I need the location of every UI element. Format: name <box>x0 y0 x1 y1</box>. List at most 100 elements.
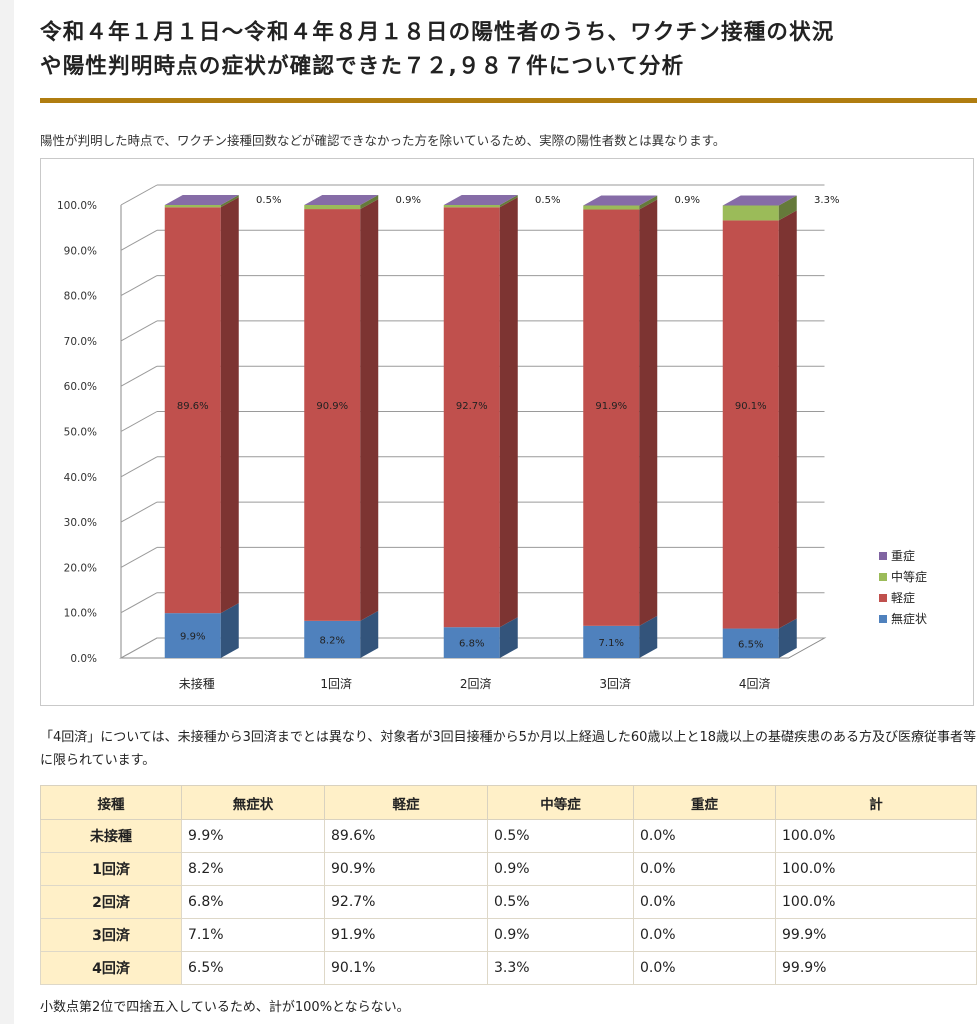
data-label-moderate: 0.5% <box>256 195 281 206</box>
data-label-asymptomatic: 6.8% <box>459 639 484 650</box>
table-header-cell: 中等症 <box>487 785 634 820</box>
bar-segment-front <box>583 209 640 626</box>
table-cell: 7.1% <box>181 918 325 952</box>
table-row: 4回済 6.5% 90.1% 3.3% 0.0% 99.9% <box>40 951 977 985</box>
y-tick-label: 0.0% <box>70 653 97 665</box>
bar-segment-front <box>164 207 221 614</box>
page-title-line-1: 令和４年１月１日～令和４年８月１８日の陽性者のうち、ワクチン接種の状況 <box>40 20 835 45</box>
table-row: 未接種 9.9% 89.6% 0.5% 0.0% 100.0% <box>40 819 977 853</box>
data-label-asymptomatic: 7.1% <box>599 638 624 649</box>
data-label-mild: 90.9% <box>316 401 348 412</box>
row-header: 未接種 <box>40 819 182 853</box>
bar-segment-side <box>639 199 658 626</box>
chart-legend: 重症中等症軽症無症状 <box>879 545 927 629</box>
bar-segment-front <box>164 613 221 658</box>
bar-segment-front <box>443 207 500 628</box>
table-cell: 89.6% <box>324 819 488 853</box>
table-cell: 99.9% <box>775 951 977 985</box>
data-label-asymptomatic: 8.2% <box>320 635 345 646</box>
gridline-diagonal <box>120 456 158 478</box>
page-title-line-2: や陽性判明時点の症状が確認できた７２,９８７件について分析 <box>40 54 685 79</box>
legend-swatch <box>879 593 887 602</box>
x-category-label: 1回済 <box>320 676 352 691</box>
gridline-diagonal <box>120 184 158 206</box>
table-header-row: 接種 無症状 軽症 中等症 重症 計 <box>40 785 977 820</box>
y-tick-label: 20.0% <box>64 562 97 574</box>
table-cell: 0.9% <box>487 852 634 886</box>
bar-segment-side <box>360 610 379 658</box>
title-underline <box>40 98 977 103</box>
bar-top-cap <box>164 195 239 205</box>
bar-segment-front <box>443 205 500 208</box>
gridline-diagonal <box>120 637 158 659</box>
legend-label: 軽症 <box>891 591 916 605</box>
bar-top-cap <box>443 195 518 205</box>
legend-item: 中等症 <box>879 566 927 587</box>
data-label-asymptomatic: 6.5% <box>738 639 763 650</box>
table-row: 1回済 8.2% 90.9% 0.9% 0.0% 100.0% <box>40 852 977 886</box>
table-cell: 90.1% <box>324 951 488 985</box>
table-cell: 100.0% <box>775 819 977 853</box>
data-label-mild: 90.1% <box>735 401 767 412</box>
legend-label: 無症状 <box>891 612 928 626</box>
table-header-cell: 軽症 <box>324 785 488 820</box>
x-category-label: 3回済 <box>599 676 631 691</box>
y-tick-label: 90.0% <box>64 245 97 257</box>
data-label-moderate: 0.9% <box>675 195 700 206</box>
legend-item: 重症 <box>879 545 927 566</box>
rounding-footnote: 小数点第2位で四捨五入しているため、計が100%とならない。 <box>40 1000 410 1015</box>
bar-segment-front <box>722 205 779 221</box>
fourth-dose-note: 「4回済」については、未接種から3回済までとは異なり、対象者が3回目接種から5か… <box>40 730 976 768</box>
table-cell: 100.0% <box>775 885 977 919</box>
data-label-moderate: 0.9% <box>396 195 421 206</box>
table-cell: 0.9% <box>487 918 634 952</box>
row-header: 2回済 <box>40 885 182 919</box>
bar-segment-front <box>722 628 779 658</box>
table-cell: 3.3% <box>487 951 634 985</box>
data-label-asymptomatic: 9.9% <box>180 632 205 643</box>
bar-segment-side <box>639 615 658 658</box>
legend-item: 軽症 <box>879 587 927 608</box>
table-cell: 9.9% <box>181 819 325 853</box>
legend-label: 重症 <box>891 549 916 563</box>
y-tick-label: 70.0% <box>64 336 97 348</box>
legend-swatch <box>879 551 887 560</box>
gridline-diagonal <box>120 229 158 251</box>
legend-label: 中等症 <box>891 570 928 584</box>
bar-segment-side <box>499 197 518 628</box>
table-cell: 8.2% <box>181 852 325 886</box>
legend-swatch <box>879 572 887 581</box>
gridline-diagonal <box>120 546 158 568</box>
bar-segment-front <box>304 205 361 210</box>
article-main: 令和４年１月１日～令和４年８月１８日の陽性者のうち、ワクチン接種の状況 や陽性判… <box>40 0 977 1015</box>
row-header: 3回済 <box>40 918 182 952</box>
bar-segment-side <box>360 199 379 621</box>
table-cell: 92.7% <box>324 885 488 919</box>
gridline-diagonal <box>120 320 158 342</box>
data-label-moderate: 0.5% <box>535 195 560 206</box>
table-cell: 99.9% <box>775 918 977 952</box>
stacked-bar-chart: 0.0% 10.0% 20.0% 30.0% 40.0% 50.0% 60.0% 70.0% 8… <box>57 184 839 691</box>
bar-segment-front <box>443 627 500 658</box>
table-cell: 0.0% <box>633 885 776 919</box>
bar-segment-side <box>639 195 658 210</box>
y-tick-label: 40.0% <box>64 472 97 484</box>
table-header-cell: 計 <box>775 785 977 820</box>
y-tick-label: 30.0% <box>64 517 97 529</box>
results-table: 接種 無症状 軽症 中等症 重症 計 未接種 9.9% 89.6% 0.5% 0… <box>40 785 977 985</box>
table-cell: 0.0% <box>633 852 776 886</box>
bar-segment-side <box>360 195 379 210</box>
lead-text: 陽性が判明した時点で、ワクチン接種回数などが確認できなかった方を除いているため、… <box>40 133 726 148</box>
x-category-label: 2回済 <box>460 676 492 691</box>
data-label-mild: 91.9% <box>595 401 627 412</box>
data-label-mild: 89.6% <box>177 401 209 412</box>
bar-segment-side <box>220 195 239 208</box>
table-cell: 90.9% <box>324 852 488 886</box>
bar-segment-side <box>499 617 518 658</box>
bar-segment-front <box>304 209 361 621</box>
table-row: 3回済 7.1% 91.9% 0.9% 0.0% 99.9% <box>40 918 977 952</box>
table-cell: 6.5% <box>181 951 325 985</box>
gridline-diagonal <box>120 501 158 523</box>
bar-segment-side <box>220 197 239 614</box>
x-category-label: 未接種 <box>179 676 215 691</box>
